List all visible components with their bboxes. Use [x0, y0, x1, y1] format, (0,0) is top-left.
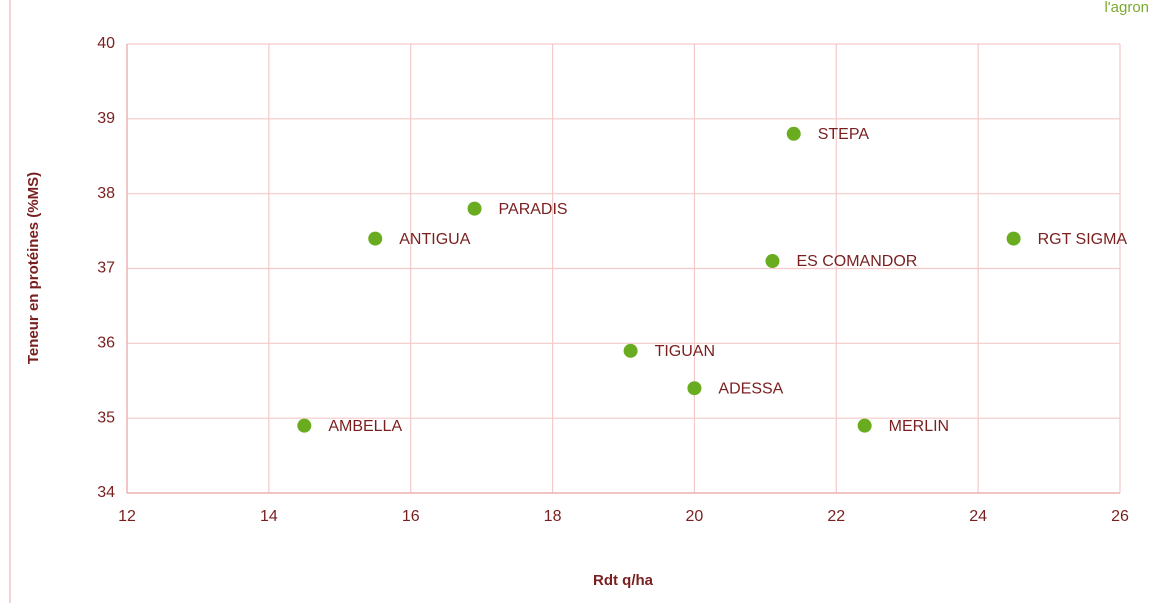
y-axis-title: Teneur en protéines (%MS) [25, 172, 42, 364]
point [368, 231, 383, 246]
corner-text: l'agron [1104, 0, 1149, 16]
point-label: ANTIGUA [399, 231, 470, 248]
y-tick-label: 37 [97, 260, 115, 277]
point-label: STEPA [818, 126, 870, 143]
x-tick-label: 14 [260, 508, 278, 525]
x-tick-label: 22 [827, 508, 845, 525]
point [786, 126, 801, 141]
x-tick-label: 26 [1111, 508, 1129, 525]
y-tick-label: 38 [97, 185, 115, 202]
point [687, 381, 702, 396]
x-tick-label: 12 [118, 508, 136, 525]
point-label: MERLIN [889, 418, 949, 435]
point [765, 254, 780, 269]
point [297, 418, 312, 433]
point [467, 201, 482, 216]
x-tick-label: 16 [402, 508, 420, 525]
point [623, 343, 638, 358]
y-tick-label: 39 [97, 110, 115, 127]
point [857, 418, 872, 433]
y-tick-label: 36 [97, 335, 115, 352]
point-label: TIGUAN [655, 343, 715, 360]
point-label: ADESSA [718, 380, 783, 397]
x-tick-label: 24 [969, 508, 987, 525]
point-label: AMBELLA [328, 418, 402, 435]
x-axis-title: Rdt q/ha [593, 572, 654, 589]
x-tick-label: 20 [686, 508, 704, 525]
point-label: PARADIS [499, 201, 568, 218]
x-tick-label: 18 [544, 508, 562, 525]
point-label: ES COMANDOR [796, 253, 917, 270]
point-label: RGT SIGMA [1038, 231, 1128, 248]
point [1006, 231, 1021, 246]
y-tick-label: 34 [97, 484, 115, 501]
y-tick-label: 35 [97, 409, 115, 426]
y-tick-label: 40 [97, 35, 115, 52]
